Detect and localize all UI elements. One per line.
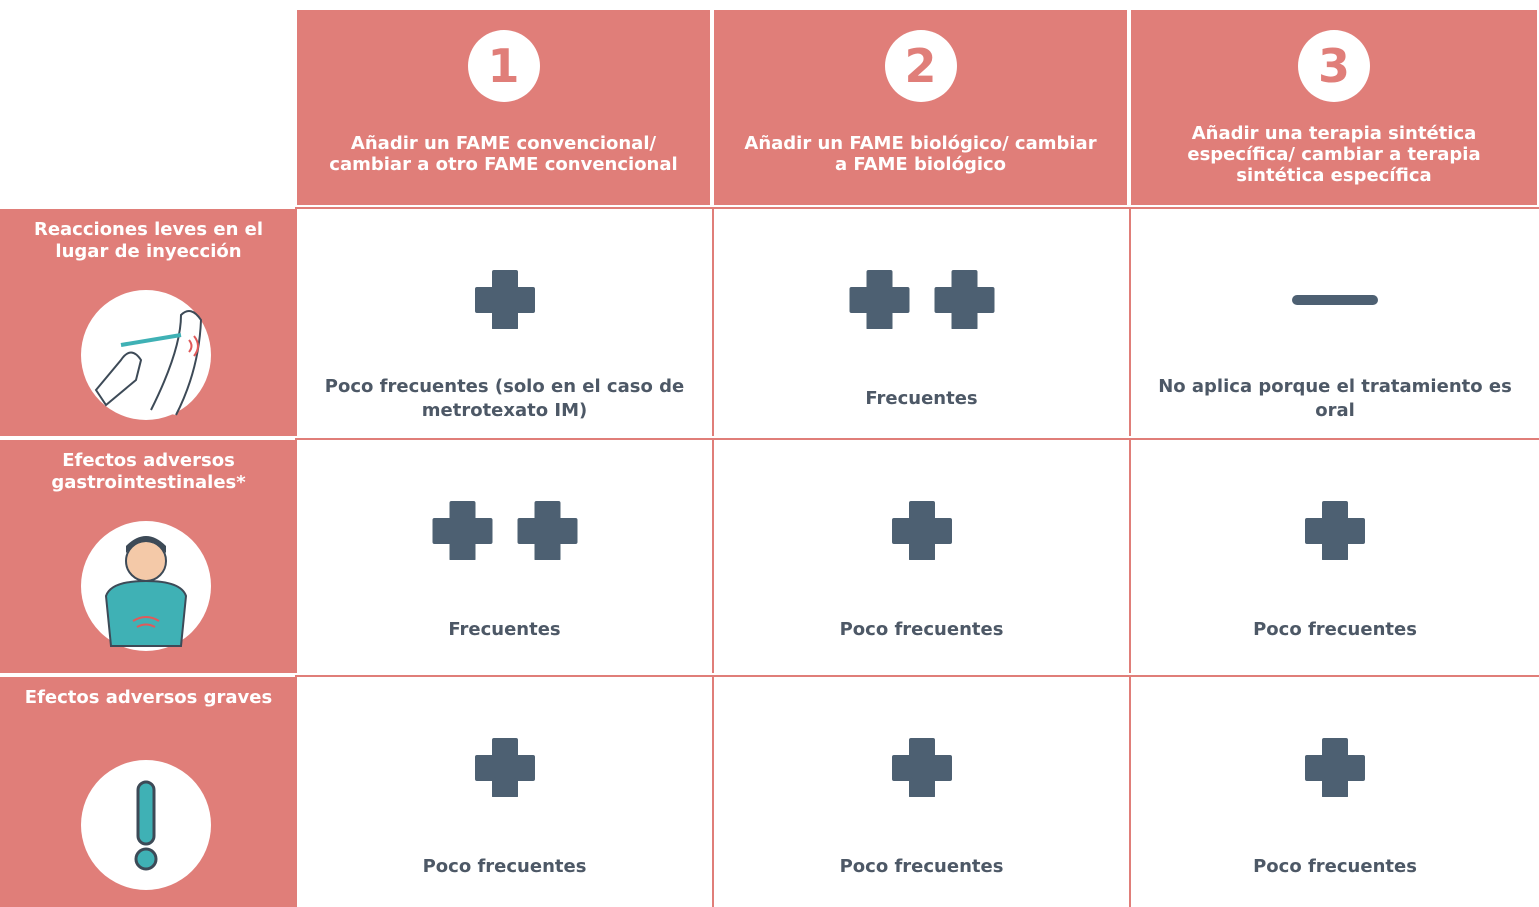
cell: Poco frecuentes: [1129, 438, 1539, 673]
frequency-symbol: [891, 738, 952, 797]
cell-text: Frecuentes: [448, 619, 561, 640]
row-label: Reacciones leves en el lugar de inyecció…: [33, 219, 264, 262]
column-number: 3: [1298, 30, 1370, 102]
cell: Frecuentes: [295, 438, 712, 673]
row-label: Efectos adversos graves: [24, 687, 273, 708]
column-label: Añadir un FAME convencional/ cambiar a o…: [329, 133, 678, 175]
cell-text: Poco frecuentes: [422, 856, 587, 877]
cell-text: Poco frecuentes (solo en el caso de metr…: [324, 376, 685, 421]
column-number: 2: [884, 30, 957, 102]
column-header: 3 Añadir una terapia sintética específica…: [1131, 10, 1537, 205]
cell-text: No aplica porque el tratamiento es oral: [1158, 376, 1512, 421]
frequency-symbol: [474, 738, 535, 797]
cell: No aplica porque el tratamiento es oral: [1129, 207, 1539, 436]
cell: Poco frecuentes: [712, 675, 1129, 907]
cell-text: Poco frecuentes: [839, 856, 1004, 877]
cell: Poco frecuentes: [712, 438, 1129, 673]
cell-text: Poco frecuentes: [839, 619, 1004, 640]
cell: Poco frecuentes: [295, 675, 712, 907]
cell-text: Poco frecuentes: [1253, 856, 1417, 877]
frequency-symbol: [1305, 738, 1365, 797]
column-number: 1: [467, 30, 540, 102]
frequency-symbol: [891, 501, 952, 560]
frequency-symbol: [432, 501, 577, 560]
row-label: Efectos adversos gastrointestinales*: [51, 450, 246, 493]
injection-icon: [81, 290, 211, 420]
stomach-icon: [81, 521, 211, 651]
cell: Poco frecuentes: [1129, 675, 1539, 907]
column-header: 2 Añadir un FAME biológico/ cambiar a FAM…: [714, 10, 1127, 205]
column-label: Añadir una terapia sintética específica/…: [1187, 122, 1481, 186]
frequency-symbol: [474, 270, 535, 329]
column-label: Añadir un FAME biológico/ cambiar a FAME…: [744, 133, 1097, 175]
column-header: 1 Añadir un FAME convencional/ cambiar a …: [297, 10, 710, 205]
warning-icon: [81, 760, 211, 890]
cell-text: Frecuentes: [865, 388, 978, 409]
cell: Frecuentes: [712, 207, 1129, 436]
cell-text: Poco frecuentes: [1253, 619, 1417, 640]
frequency-symbol: [1305, 501, 1365, 560]
cell: Poco frecuentes (solo en el caso de metr…: [295, 207, 712, 436]
frequency-symbol: [849, 270, 994, 329]
frequency-symbol: [1292, 295, 1378, 305]
